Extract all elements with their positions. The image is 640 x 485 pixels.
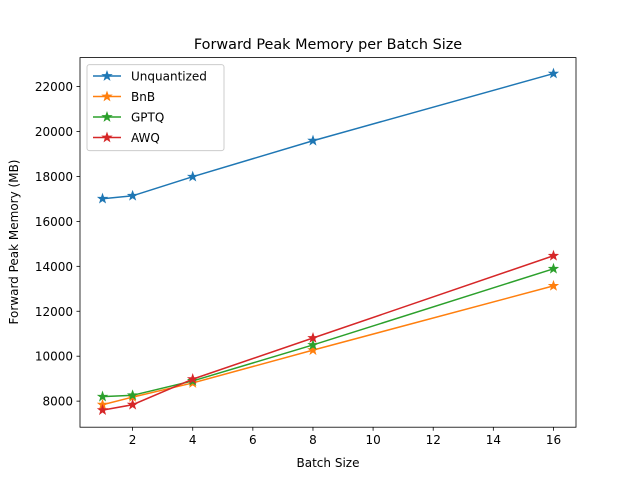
legend-marker-awq: [101, 131, 113, 143]
data-point-gptq: [307, 338, 319, 350]
legend-label: BnB: [131, 90, 155, 104]
data-point-bnb: [547, 279, 560, 291]
legend-marker-bnb: [101, 90, 113, 102]
y-tick-label: 22000: [35, 80, 73, 94]
y-tick-label: 18000: [35, 170, 73, 184]
data-point-awq: [307, 331, 319, 343]
data-point-gptq: [547, 262, 560, 274]
x-tick-label: 8: [309, 433, 317, 447]
chart-title: Forward Peak Memory per Batch Size: [194, 37, 462, 53]
data-point-gptq: [126, 389, 139, 401]
legend-box: [86, 64, 225, 152]
legend: Unquantized BnB GPTQ AWQ: [86, 64, 225, 152]
y-tick-label: 10000: [35, 350, 73, 364]
x-tick-label: 12: [426, 433, 441, 447]
x-axis-label: Batch Size: [297, 456, 360, 470]
x-tick-label: 2: [129, 433, 137, 447]
data-point-gptq: [96, 390, 109, 402]
data-point-unquantized: [547, 67, 560, 79]
y-axis-label: Forward Peak Memory (MB): [7, 160, 21, 325]
y-tick-label: 20000: [35, 125, 73, 139]
x-tick-label: 6: [249, 433, 257, 447]
y-tick-label: 12000: [35, 305, 73, 319]
legend-marker-gptq: [101, 111, 113, 122]
x-tick-label: 4: [189, 433, 197, 447]
data-point-awq: [186, 373, 199, 385]
y-tick-label: 16000: [35, 215, 73, 229]
x-tick-label: 10: [365, 433, 380, 447]
data-point-awq: [547, 249, 560, 261]
legend-marker-unquantized: [101, 70, 113, 81]
data-point-unquantized: [96, 192, 109, 204]
x-tick-label: 16: [546, 433, 561, 447]
y-tick-label: 14000: [35, 260, 73, 274]
data-point-unquantized: [307, 134, 319, 146]
plot-frame: [79, 57, 577, 428]
x-tick-label: 14: [486, 433, 501, 447]
data-point-awq: [96, 404, 109, 416]
legend-label: GPTQ: [131, 111, 164, 125]
legend-label: AWQ: [131, 131, 160, 145]
data-point-unquantized: [126, 189, 139, 201]
y-tick-label: 8000: [42, 395, 73, 409]
data-point-awq: [126, 398, 139, 410]
data-point-unquantized: [186, 170, 199, 182]
legend-label: Unquantized: [131, 70, 207, 84]
